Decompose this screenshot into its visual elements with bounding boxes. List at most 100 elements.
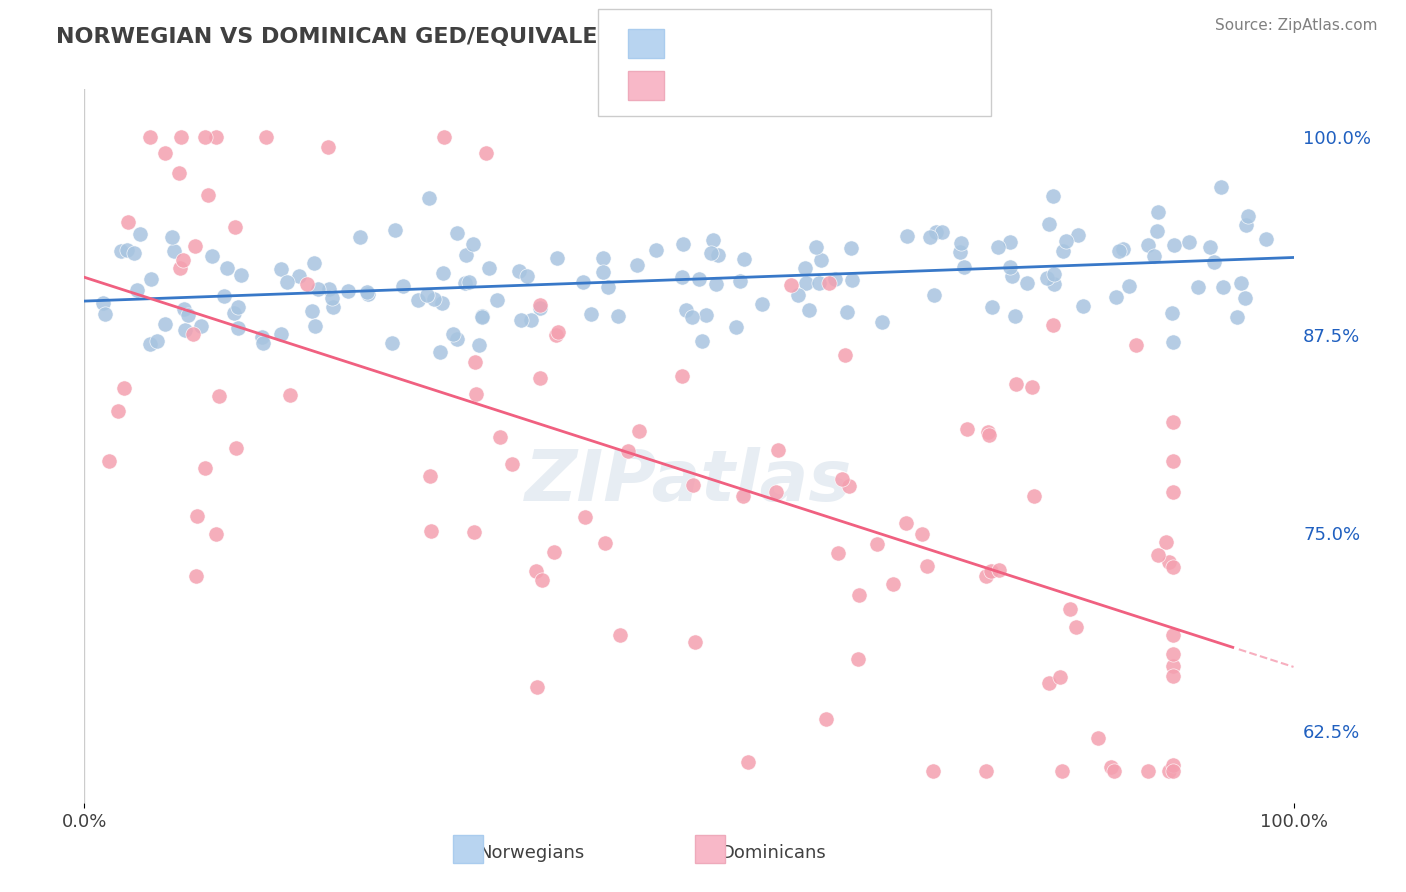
Point <box>127 284 149 298</box>
Text: NORWEGIAN VS DOMINICAN GED/EQUIVALENCY CORRELATION CHART: NORWEGIAN VS DOMINICAN GED/EQUIVALENCY C… <box>56 27 922 46</box>
Point <box>1161 757 1184 772</box>
Point <box>543 545 565 559</box>
Point <box>441 327 464 342</box>
Point <box>579 307 602 321</box>
Point <box>160 230 183 244</box>
Text: ZIPatlas: ZIPatlas <box>526 447 852 516</box>
Point <box>1118 279 1140 293</box>
Point <box>707 248 730 262</box>
Point <box>392 279 415 293</box>
Point <box>598 279 620 293</box>
Point <box>446 226 468 240</box>
Point <box>1024 489 1046 503</box>
Point <box>609 628 631 642</box>
Point <box>270 326 292 341</box>
Point <box>592 251 614 265</box>
Point <box>526 681 548 695</box>
Point <box>464 355 486 369</box>
Point <box>980 300 1002 314</box>
Point <box>1143 249 1166 263</box>
Point <box>356 285 378 300</box>
Point <box>896 229 918 244</box>
Point <box>918 229 941 244</box>
Point <box>1161 560 1184 574</box>
Point <box>208 389 231 403</box>
Point <box>1137 764 1160 778</box>
Point <box>1064 620 1087 634</box>
Point <box>381 336 404 351</box>
Point <box>384 222 406 236</box>
Point <box>1229 277 1251 291</box>
FancyBboxPatch shape <box>453 835 484 863</box>
Point <box>471 309 494 323</box>
Point <box>987 563 1010 577</box>
Point <box>141 272 163 286</box>
Point <box>846 651 869 665</box>
Point <box>524 565 547 579</box>
Point <box>915 558 938 573</box>
Point <box>1161 647 1184 661</box>
Point <box>278 387 301 401</box>
Point <box>1036 271 1059 285</box>
Point <box>205 527 228 541</box>
Point <box>415 288 437 302</box>
Point <box>215 260 238 275</box>
Point <box>155 317 177 331</box>
Point <box>1160 306 1182 320</box>
Point <box>501 457 523 471</box>
Point <box>193 461 215 475</box>
Point <box>115 243 138 257</box>
Point <box>683 635 706 649</box>
Point <box>429 344 451 359</box>
Point <box>1178 235 1201 249</box>
Point <box>176 308 198 322</box>
Point <box>870 315 893 329</box>
Point <box>1161 415 1184 429</box>
Point <box>463 237 485 252</box>
Point <box>1049 670 1071 684</box>
Point <box>529 297 551 311</box>
Point <box>1021 380 1043 394</box>
Point <box>733 252 755 266</box>
Point <box>768 442 790 457</box>
Point <box>276 276 298 290</box>
Point <box>980 564 1002 578</box>
Point <box>1237 209 1260 223</box>
Point <box>418 192 440 206</box>
Point <box>1202 255 1225 269</box>
Point <box>1112 242 1135 256</box>
Point <box>682 477 704 491</box>
Point <box>477 261 499 276</box>
Point <box>228 300 250 314</box>
Text: R =  0.235    N = 151: R = 0.235 N = 151 <box>675 34 903 52</box>
Point <box>1161 454 1184 468</box>
Point <box>254 129 277 144</box>
Point <box>173 301 195 316</box>
Point <box>162 244 184 258</box>
Point <box>302 255 325 269</box>
Point <box>190 318 212 333</box>
Point <box>1198 240 1220 254</box>
Point <box>1187 280 1209 294</box>
Point <box>894 516 917 531</box>
Text: R = -0.620    N = 105: R = -0.620 N = 105 <box>675 76 903 94</box>
Point <box>931 226 953 240</box>
Point <box>810 253 832 268</box>
Point <box>1050 764 1073 778</box>
Point <box>645 243 668 257</box>
Point <box>1071 299 1094 313</box>
Point <box>835 305 858 319</box>
Point <box>922 287 945 301</box>
Point <box>468 337 491 351</box>
Point <box>1161 334 1184 349</box>
Point <box>1163 238 1185 252</box>
Point <box>949 245 972 260</box>
Point <box>304 319 326 334</box>
Point <box>146 334 169 349</box>
FancyBboxPatch shape <box>695 835 725 863</box>
Point <box>690 334 713 349</box>
Point <box>1043 277 1066 291</box>
Point <box>485 293 508 308</box>
Text: Norwegians: Norwegians <box>478 844 585 862</box>
Point <box>737 756 759 770</box>
